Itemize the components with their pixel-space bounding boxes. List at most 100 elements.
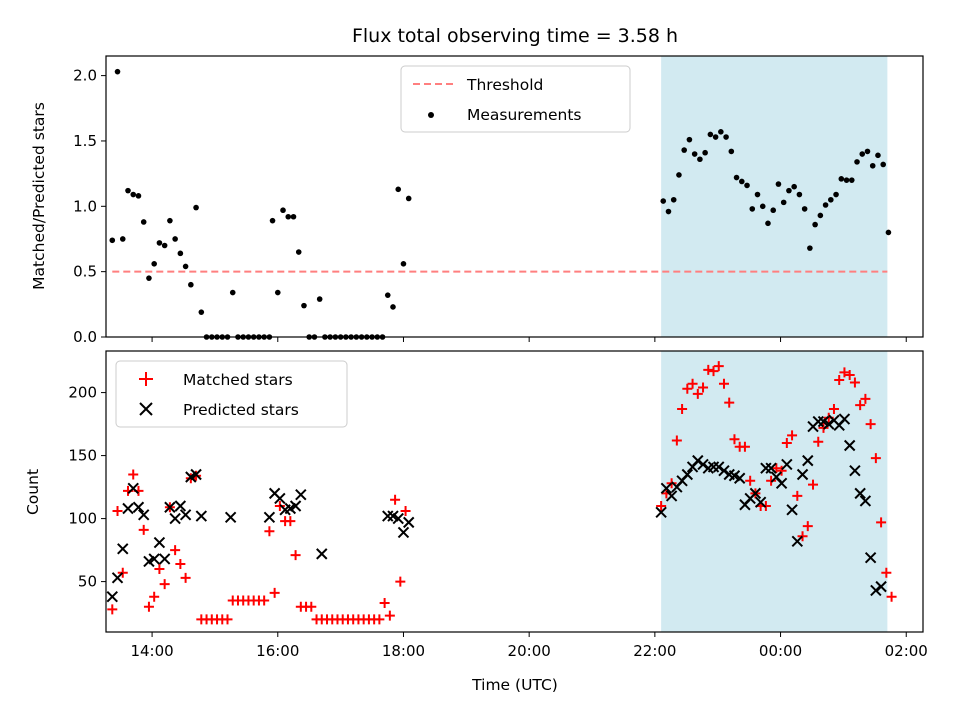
matched-star-point — [107, 604, 118, 615]
matched-star-point — [781, 437, 792, 448]
matched-star-point — [787, 430, 798, 441]
measurement-point — [780, 199, 787, 206]
xtick-label: 14:00 — [130, 642, 173, 660]
xtick-label: 02:00 — [885, 642, 928, 660]
top-ytick-label: 1.5 — [73, 132, 97, 150]
predicted-star-point — [224, 511, 237, 524]
measurement-point — [707, 131, 714, 138]
bottom-ytick-label: 150 — [68, 447, 97, 465]
predicted-star-point — [655, 506, 667, 518]
matched-star-point — [839, 367, 850, 378]
predicted-star-point — [397, 526, 410, 539]
predicted-star-point — [289, 500, 302, 512]
bottom-panel: 50 100 150 200 14:00 16:00 18:00 20:00 22:00 00:… — [24, 350, 928, 694]
predicted-star-point — [403, 516, 415, 529]
top-shaded-span — [661, 56, 888, 337]
measurement-point — [702, 149, 708, 156]
matched-star-point — [692, 388, 703, 399]
legend-predicted-swatch — [139, 402, 153, 416]
bottom-ytick-label: 50 — [78, 573, 97, 591]
matched-star-point — [374, 614, 385, 625]
matched-star-point — [666, 478, 677, 489]
measurement-point — [119, 236, 126, 242]
predicted-star-point — [132, 501, 145, 513]
measurement-point — [880, 161, 886, 168]
matched-star-point — [112, 506, 123, 517]
top-panel: 0.00.51.01.52.0 Matched/Predicted stars … — [30, 55, 924, 346]
matched-star-point — [708, 366, 719, 377]
matched-star-point — [844, 369, 855, 380]
predicted-star-point — [665, 490, 678, 502]
measurement-point — [140, 219, 147, 225]
predicted-star-point — [760, 462, 772, 474]
measurement-point — [161, 242, 168, 249]
predicted-star-point — [802, 454, 814, 467]
predicted-star-point — [718, 465, 730, 477]
measurement-point — [290, 213, 297, 220]
predicted-star-point — [148, 553, 160, 565]
predicted-star-point — [138, 509, 150, 521]
measurement-point — [697, 156, 703, 163]
xtick-label: 00:00 — [759, 642, 802, 660]
bottom-ytick-label: 200 — [68, 384, 97, 402]
predicted-star-point — [122, 502, 134, 515]
measurement-point — [791, 183, 797, 190]
measurement-point — [822, 202, 829, 208]
matched-star-point — [395, 576, 406, 587]
matched-star-point — [828, 403, 839, 414]
matched-star-point — [170, 545, 181, 556]
matched-star-point — [671, 435, 682, 446]
top-ytick-label: 1.0 — [73, 197, 97, 215]
predicted-star-point — [111, 572, 124, 584]
measurement-point — [859, 151, 866, 157]
matched-star-point — [290, 550, 301, 561]
measurement-point — [395, 186, 402, 193]
matched-star-point — [682, 383, 693, 394]
measurement-point — [807, 245, 813, 251]
matched-star-point — [870, 453, 881, 464]
measurement-point — [765, 220, 771, 227]
matched-stars-series — [107, 361, 897, 625]
measurement-point — [660, 198, 667, 204]
bottom-y-axis-label: Count — [24, 469, 42, 515]
predicted-star-point — [854, 487, 866, 500]
bottom-shaded-span — [661, 351, 888, 632]
measurement-point — [875, 152, 881, 159]
measurement-point — [390, 304, 396, 310]
predicted-star-point — [195, 510, 208, 522]
top-axes-frame — [105, 55, 924, 338]
matched-star-point — [834, 374, 845, 385]
matched-star-point — [677, 403, 688, 414]
predicted-star-point — [263, 511, 276, 524]
predicted-star-point — [781, 458, 793, 471]
matched-star-point — [159, 579, 170, 590]
matched-star-point — [760, 500, 771, 511]
top-y-axis-label: Matched/Predicted stars — [30, 102, 48, 290]
measurement-point — [198, 309, 205, 315]
legend-predicted-label: Predicted stars — [183, 401, 299, 419]
measurement-point — [775, 181, 782, 187]
measurement-point — [718, 129, 724, 135]
predicted-star-point — [106, 591, 118, 603]
matched-star-point — [713, 361, 724, 372]
matched-star-point — [818, 422, 829, 433]
measurement-point — [193, 204, 199, 211]
measurement-point — [843, 177, 850, 183]
measurement-point — [796, 191, 803, 198]
measurement-point — [670, 196, 677, 203]
matched-star-point — [724, 397, 735, 408]
top-ytick-label: 0.0 — [73, 328, 97, 346]
measurement-point — [812, 221, 818, 228]
matched-star-point — [269, 587, 280, 598]
top-ytick-label: 0.5 — [73, 263, 97, 281]
predicted-star-point — [316, 548, 328, 560]
measurement-point — [188, 281, 194, 288]
predicted-star-point — [117, 543, 129, 555]
measurement-point — [786, 187, 792, 194]
matched-star-point — [687, 378, 698, 389]
matched-star-point — [384, 610, 395, 621]
predicted-star-point — [859, 495, 872, 507]
predicted-star-point — [843, 439, 856, 452]
predicted-star-point — [749, 487, 762, 500]
measurement-point — [723, 134, 729, 140]
